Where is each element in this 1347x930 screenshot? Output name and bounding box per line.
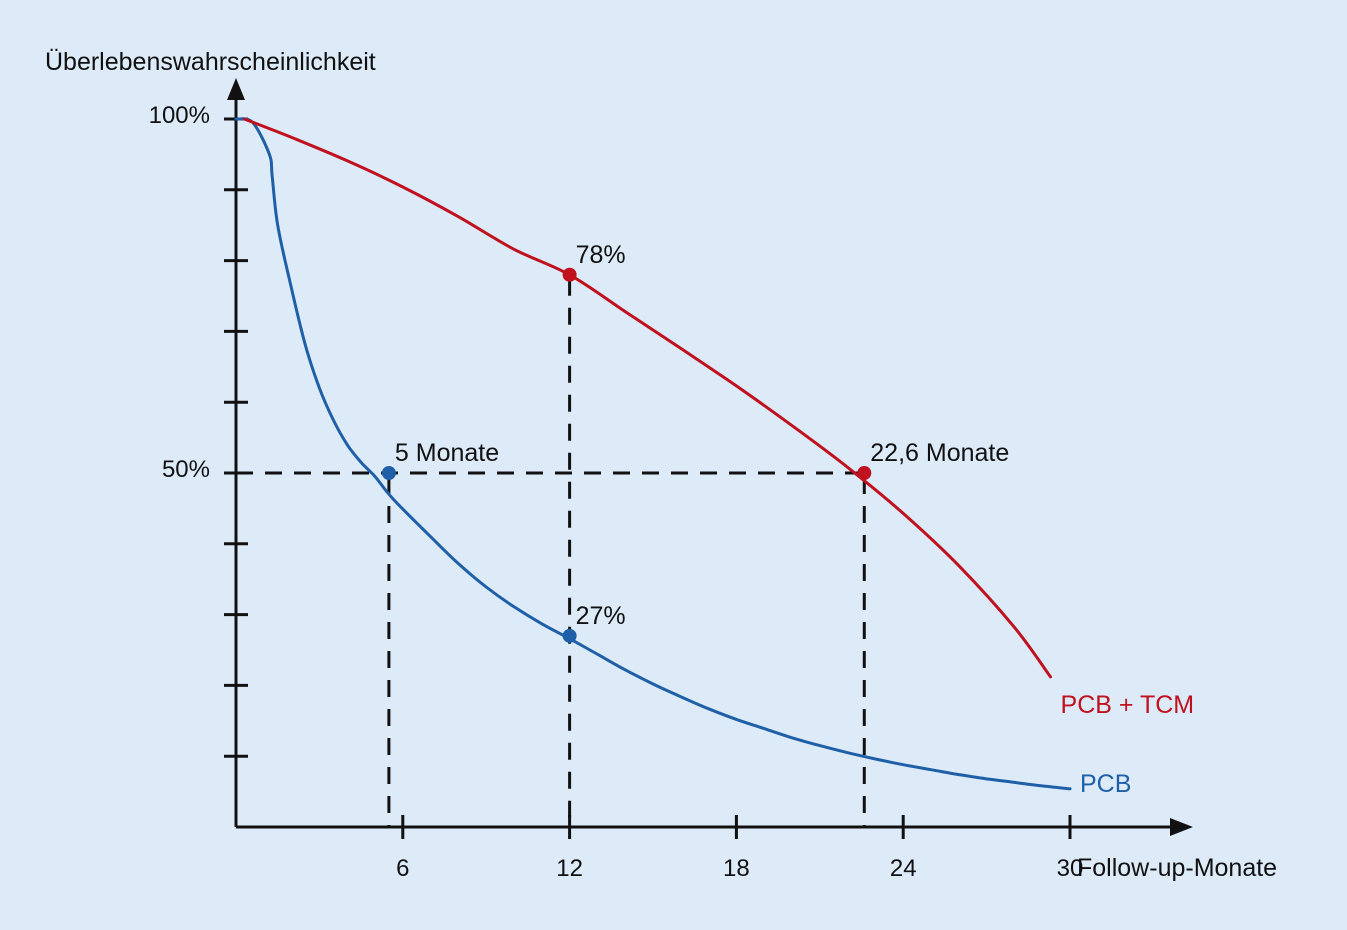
series-line-1 [242, 117, 1052, 679]
axes [224, 78, 1193, 839]
marker-label-3: 22,6 Monate [870, 439, 1009, 467]
markers [381, 267, 872, 643]
reference-lines [236, 278, 866, 827]
series-label-0: PCB [1080, 770, 1131, 798]
x-axis-arrow [1170, 818, 1193, 836]
x-tick-label-2: 18 [723, 855, 750, 882]
x-tick-label-0: 6 [396, 855, 409, 882]
marker-label-2: 78% [576, 241, 626, 269]
series-label-1: PCB + TCM [1061, 691, 1195, 719]
marker-point-2 [562, 267, 577, 282]
marker-label-1: 27% [576, 602, 626, 630]
y-tick-label-1: 50% [162, 456, 210, 483]
y-axis-arrow [227, 78, 245, 100]
marker-label-0: 5 Monate [395, 439, 499, 467]
x-tick-label-3: 24 [890, 855, 917, 882]
marker-point-0 [381, 466, 396, 480]
marker-point-3 [857, 466, 872, 480]
series-curves [234, 117, 1072, 791]
y-axis-title: Überlebenswahrscheinlichkeit [45, 48, 376, 76]
y-tick-label-0: 100% [149, 102, 210, 129]
chart-labels: 100% 50% 6 12 18 24 30 Überlebenswahrscheinlich… [45, 48, 1277, 882]
series-line-0 [234, 117, 1072, 791]
marker-point-1 [562, 628, 577, 643]
x-tick-label-1: 12 [556, 855, 583, 882]
x-axis-title: Follow-up-Monate [1077, 854, 1277, 882]
x-tick-label-4: 30 [1057, 855, 1084, 882]
